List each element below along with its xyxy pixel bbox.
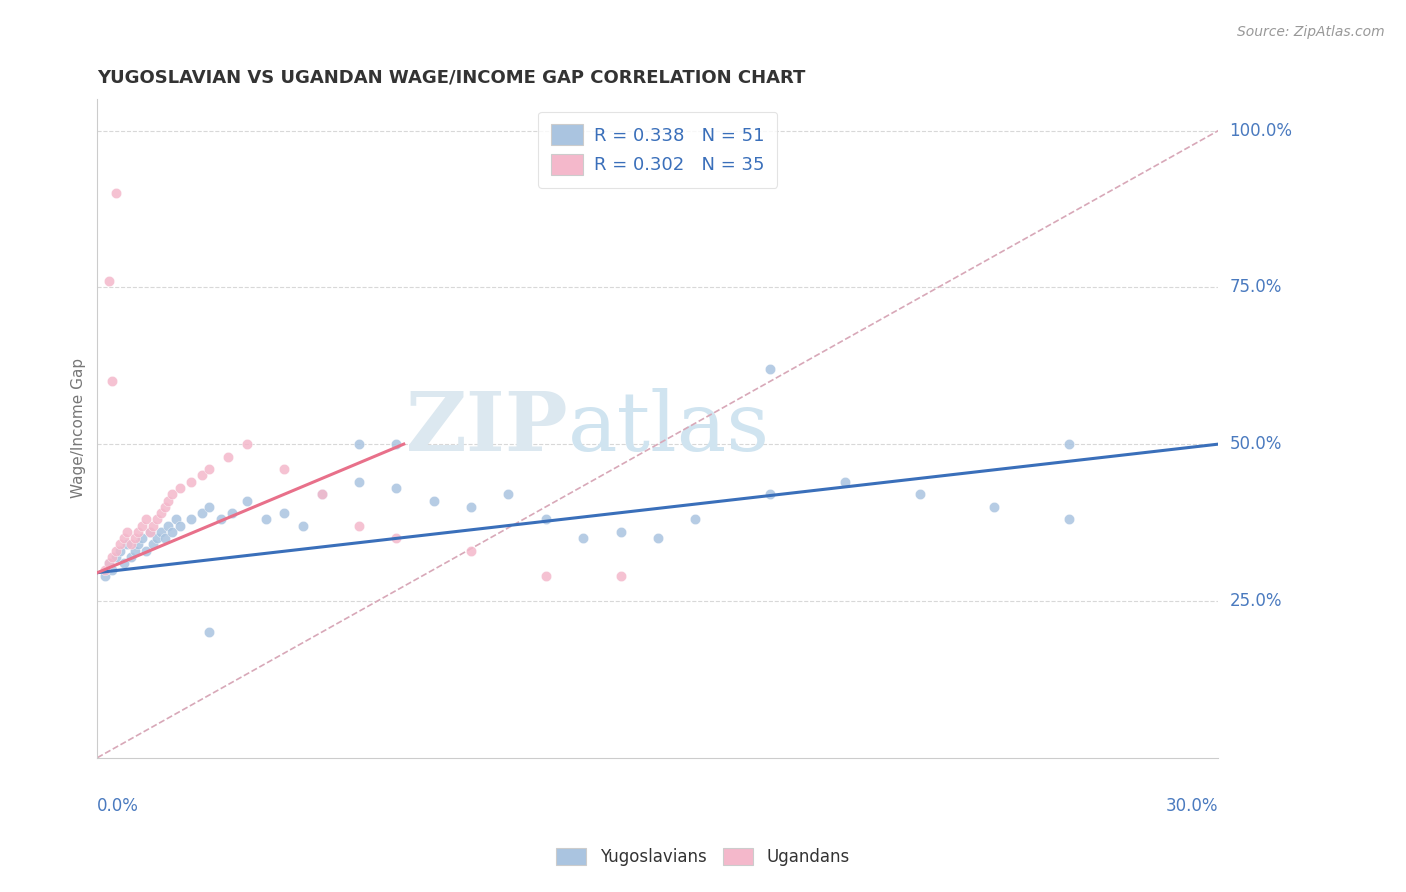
Point: [105, 186, 128, 201]
Point: [146, 512, 169, 526]
Point: [422, 493, 444, 508]
Text: 50.0%: 50.0%: [1230, 435, 1282, 453]
Point: [105, 543, 128, 558]
Point: [142, 537, 165, 551]
Point: [101, 562, 124, 576]
Point: [1057, 437, 1080, 451]
Point: [94, 562, 117, 576]
Point: [138, 524, 160, 539]
Point: [834, 475, 856, 489]
Point: [385, 437, 408, 451]
Point: [117, 524, 139, 539]
Point: [142, 518, 165, 533]
Point: [685, 512, 707, 526]
Text: atlas: atlas: [568, 388, 770, 468]
Point: [460, 543, 482, 558]
Point: [609, 569, 631, 583]
Y-axis label: Wage/Income Gap: Wage/Income Gap: [72, 359, 86, 499]
Point: [101, 375, 124, 389]
Point: [534, 569, 557, 583]
Point: [983, 500, 1005, 514]
Point: [97, 556, 120, 570]
Point: [609, 524, 631, 539]
Point: [498, 487, 520, 501]
Point: [112, 531, 135, 545]
Point: [385, 531, 408, 545]
Legend: Yugoslavians, Ugandans: Yugoslavians, Ugandans: [550, 841, 856, 873]
Point: [759, 362, 782, 376]
Point: [180, 475, 202, 489]
Point: [153, 531, 176, 545]
Point: [759, 487, 782, 501]
Point: [460, 500, 482, 514]
Point: [1057, 512, 1080, 526]
Point: [273, 462, 295, 476]
Point: [191, 468, 214, 483]
Text: 30.0%: 30.0%: [1166, 797, 1219, 814]
Point: [127, 524, 149, 539]
Text: 100.0%: 100.0%: [1230, 121, 1292, 139]
Point: [112, 556, 135, 570]
Point: [165, 512, 187, 526]
Point: [236, 437, 259, 451]
Point: [146, 531, 169, 545]
Text: Source: ZipAtlas.com: Source: ZipAtlas.com: [1237, 25, 1385, 39]
Point: [124, 543, 146, 558]
Point: [236, 493, 259, 508]
Text: 75.0%: 75.0%: [1230, 278, 1282, 296]
Point: [169, 481, 191, 495]
Point: [108, 537, 131, 551]
Point: [157, 493, 180, 508]
Point: [97, 274, 120, 288]
Point: [105, 549, 128, 564]
Point: [149, 506, 172, 520]
Point: [209, 512, 232, 526]
Point: [254, 512, 277, 526]
Point: [180, 512, 202, 526]
Point: [291, 518, 314, 533]
Point: [160, 524, 183, 539]
Point: [157, 518, 180, 533]
Point: [97, 556, 120, 570]
Text: ZIP: ZIP: [405, 388, 568, 468]
Point: [131, 531, 153, 545]
Point: [534, 512, 557, 526]
Point: [138, 524, 160, 539]
Point: [217, 450, 239, 464]
Point: [131, 518, 153, 533]
Point: [135, 543, 157, 558]
Point: [127, 537, 149, 551]
Point: [160, 487, 183, 501]
Point: [311, 487, 333, 501]
Point: [198, 462, 221, 476]
Point: [347, 437, 370, 451]
Point: [94, 569, 117, 583]
Point: [908, 487, 931, 501]
Point: [191, 506, 214, 520]
Text: YUGOSLAVIAN VS UGANDAN WAGE/INCOME GAP CORRELATION CHART: YUGOSLAVIAN VS UGANDAN WAGE/INCOME GAP C…: [97, 69, 806, 87]
Point: [221, 506, 243, 520]
Point: [169, 518, 191, 533]
Point: [149, 524, 172, 539]
Point: [347, 518, 370, 533]
Point: [198, 625, 221, 640]
Point: [135, 512, 157, 526]
Point: [311, 487, 333, 501]
Point: [647, 531, 669, 545]
Point: [198, 500, 221, 514]
Point: [385, 481, 408, 495]
Point: [120, 537, 142, 551]
Point: [101, 549, 124, 564]
Point: [347, 475, 370, 489]
Text: 25.0%: 25.0%: [1230, 592, 1282, 610]
Point: [120, 549, 142, 564]
Point: [117, 537, 139, 551]
Legend: R = 0.338   N = 51, R = 0.302   N = 35: R = 0.338 N = 51, R = 0.302 N = 35: [538, 112, 778, 187]
Point: [153, 500, 176, 514]
Text: 0.0%: 0.0%: [97, 797, 139, 814]
Point: [108, 543, 131, 558]
Point: [273, 506, 295, 520]
Point: [572, 531, 595, 545]
Point: [124, 531, 146, 545]
